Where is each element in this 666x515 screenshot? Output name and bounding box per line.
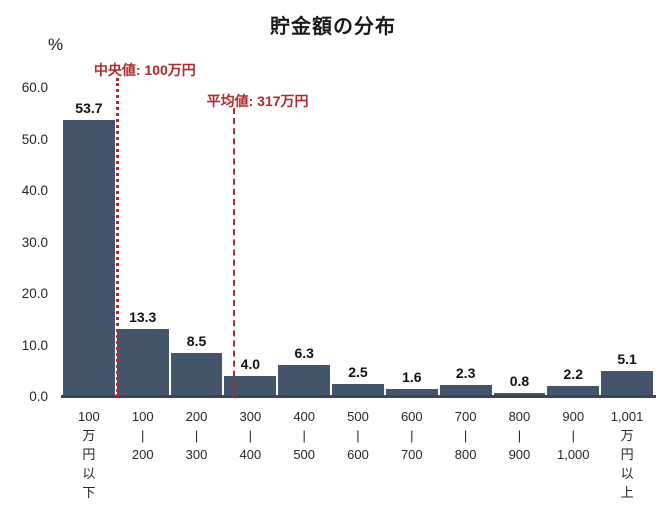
median-line: [115, 78, 119, 397]
histogram-bar: [116, 328, 169, 397]
x-axis-category-label: 900 | 1,000: [556, 409, 590, 462]
y-axis-tick-label: 10.0: [21, 337, 48, 353]
x-axis-category-label: 100 | 200: [131, 409, 154, 462]
y-axis-tick-label: 60.0: [21, 80, 48, 95]
histogram-bar: [332, 384, 384, 397]
bar-value-label: 2.2: [563, 365, 583, 382]
bar-value-label: 5.1: [617, 350, 637, 367]
histogram-bar: [278, 364, 331, 397]
x-axis-category-label: 200 | 300: [185, 409, 208, 462]
bar-value-label: 2.5: [348, 364, 368, 381]
histogram-bar: [547, 385, 600, 397]
bar-value-label: 0.8: [509, 372, 530, 389]
x-axis-category-label: 400 | 500: [293, 409, 316, 462]
mean-line: [232, 108, 235, 397]
y-axis-unit-label: %: [48, 35, 64, 54]
histogram-bar: [170, 353, 223, 397]
bar-value-label: 4.0: [240, 356, 261, 373]
histogram-bar: [439, 385, 492, 397]
x-axis-category-label: 1,001 万 円 以 上: [610, 409, 644, 500]
x-axis-category-label: 600 | 700: [400, 409, 423, 462]
bar-value-label: 53.7: [75, 100, 103, 117]
y-axis-tick-label: 20.0: [21, 286, 48, 301]
x-axis-category-label: 700 | 800: [454, 409, 477, 462]
bar-value-label: 13.3: [129, 308, 157, 325]
median-label: 中央値: 100万円: [93, 62, 196, 78]
mean-label: 平均値: 317万円: [206, 93, 309, 109]
x-axis-category-label: 100 万 円 以 下: [78, 409, 100, 500]
bar-value-label: 8.5: [186, 333, 207, 350]
chart-title: 貯金額の分布: [270, 16, 396, 38]
x-axis-category-label: 500 | 600: [347, 409, 369, 462]
y-axis-tick-label: 0.0: [29, 389, 48, 404]
histogram-bar: [601, 370, 653, 397]
x-axis-category-label: 800 | 900: [508, 409, 531, 462]
y-axis-tick-label: 30.0: [21, 234, 48, 250]
y-axis-tick-label: 50.0: [21, 131, 48, 147]
histogram-bar: [224, 376, 277, 397]
y-axis-tick-label: 40.0: [21, 183, 48, 198]
histogram-bar: [493, 392, 546, 397]
x-axis-line: [61, 395, 656, 398]
histogram-bar: [385, 388, 438, 397]
histogram-bar: [63, 120, 115, 397]
bar-value-label: 1.6: [402, 368, 422, 385]
bar-value-label: 2.3: [455, 365, 476, 382]
x-axis-category-label: 300 | 400: [239, 409, 262, 462]
bar-value-label: 6.3: [294, 344, 314, 361]
